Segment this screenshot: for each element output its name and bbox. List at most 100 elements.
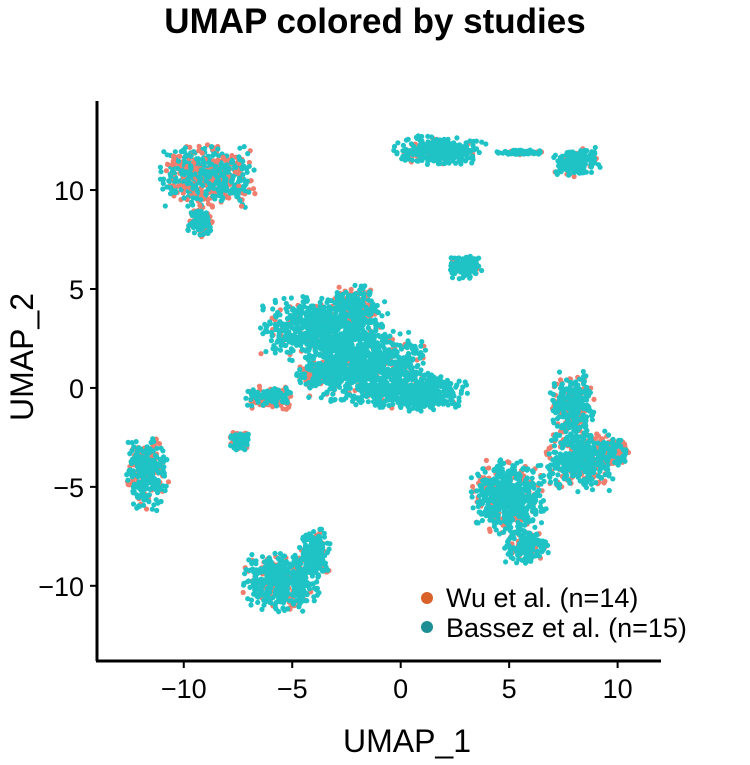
scatter-point-bassez <box>198 197 204 203</box>
scatter-point-bassez <box>285 304 291 310</box>
scatter-point-bassez <box>479 267 485 274</box>
scatter-point-wu <box>238 203 245 209</box>
scatter-point-wu <box>483 457 489 463</box>
scatter-point-bassez <box>419 339 425 345</box>
scatter-point-bassez <box>408 141 414 147</box>
scatter-point-bassez <box>453 160 459 166</box>
scatter-point-bassez <box>241 144 247 150</box>
scatter-point-bassez <box>246 163 252 169</box>
scatter-point-bassez <box>327 386 333 392</box>
scatter-point-bassez <box>521 149 527 155</box>
scatter-point-bassez <box>329 322 335 328</box>
scatter-point-bassez <box>564 151 570 158</box>
scatter-point-bassez <box>366 332 372 338</box>
scatter-point-bassez <box>281 295 287 302</box>
scatter-point-bassez <box>210 168 216 174</box>
scatter-point-wu <box>486 526 493 532</box>
scatter-point-bassez <box>358 384 364 390</box>
scatter-point-bassez <box>220 195 226 201</box>
scatter-point-bassez <box>382 299 388 305</box>
scatter-point-bassez <box>229 157 235 163</box>
scatter-point-bassez <box>346 341 352 347</box>
scatter-point-bassez <box>306 394 312 400</box>
scatter-point-bassez <box>387 395 393 401</box>
scatter-point-bassez <box>364 348 370 354</box>
scatter-point-bassez <box>581 170 587 176</box>
scatter-point-bassez <box>346 352 352 358</box>
scatter-point-bassez <box>441 388 447 394</box>
scatter-point-bassez <box>431 376 437 382</box>
scatter-point-bassez <box>408 397 414 403</box>
scatter-point-bassez <box>269 333 275 339</box>
scatter-point-bassez <box>203 191 209 197</box>
scatter-point-bassez <box>365 325 371 331</box>
scatter-point-bassez <box>246 189 252 195</box>
scatter-point-bassez <box>462 379 468 385</box>
scatter-point-bassez <box>396 358 402 364</box>
scatter-point-bassez <box>273 346 279 352</box>
scatter-point-bassez <box>371 352 377 358</box>
scatter-point-bassez <box>270 306 276 312</box>
scatter-point-wu <box>220 154 226 160</box>
scatter-point-bassez <box>345 376 351 382</box>
scatter-point-bassez <box>191 149 197 155</box>
scatter-point-bassez <box>293 329 299 335</box>
scatter-point-bassez <box>210 153 216 159</box>
scatter-point-bassez <box>430 394 436 400</box>
scatter-point-bassez <box>359 334 365 340</box>
scatter-point-bassez <box>426 400 432 407</box>
scatter-point-bassez <box>403 375 409 381</box>
scatter-point-wu <box>601 480 607 486</box>
scatter-point-bassez <box>379 324 385 330</box>
scatter-point-bassez <box>351 393 357 399</box>
scatter-point-bassez <box>196 174 202 180</box>
scatter-point-bassez <box>400 148 406 154</box>
scatter-point-bassez <box>310 321 316 327</box>
scatter-point-bassez <box>350 336 356 342</box>
scatter-point-bassez <box>390 351 396 357</box>
scatter-point-bassez <box>284 309 290 315</box>
scatter-point-wu <box>198 193 204 199</box>
scatter-point-bassez <box>200 231 206 237</box>
scatter-point-bassez <box>465 257 471 263</box>
scatter-point-wu <box>595 433 601 439</box>
scatter-point-bassez <box>458 161 464 167</box>
scatter-point-bassez <box>309 332 316 338</box>
scatter-point-bassez <box>194 188 200 194</box>
scatter-point-bassez <box>240 158 246 164</box>
scatter-point-bassez <box>397 403 403 409</box>
scatter-point-bassez <box>434 383 440 389</box>
scatter-point-wu <box>209 219 215 225</box>
scatter-point-bassez <box>556 163 562 169</box>
scatter-point-bassez <box>201 162 207 168</box>
scatter-point-bassez <box>410 350 416 356</box>
scatter-point-bassez <box>386 387 393 393</box>
scatter-point-wu <box>197 202 203 209</box>
scatter-point-bassez <box>365 399 371 405</box>
scatter-point-bassez <box>188 221 194 227</box>
scatter-point-bassez <box>223 164 229 170</box>
scatter-point-bassez <box>185 152 191 158</box>
scatter-point-bassez <box>307 354 313 360</box>
scatter-point-bassez <box>326 341 332 347</box>
scatter-point-bassez <box>173 189 179 195</box>
scatter-point-bassez <box>352 358 358 364</box>
scatter-point-bassez <box>466 155 472 161</box>
scatter-point-bassez <box>200 219 206 225</box>
scatter-point-bassez <box>240 172 246 178</box>
scatter-point-bassez <box>263 349 269 355</box>
scatter-point-bassez <box>362 373 368 379</box>
scatter-point-bassez <box>317 345 323 351</box>
scatter-point-bassez <box>279 340 285 346</box>
scatter-point-bassez <box>420 375 427 381</box>
scatter-point-bassez <box>303 348 309 354</box>
scatter-point-bassez <box>162 203 168 209</box>
scatter-point-bassez <box>382 376 388 382</box>
scatter-point-bassez <box>236 175 243 181</box>
scatter-point-bassez <box>387 333 393 339</box>
scatter-point-bassez <box>405 136 411 142</box>
scatter-point-bassez <box>185 227 191 233</box>
scatter-point-wu <box>286 404 292 410</box>
scatter-point-bassez <box>386 372 392 378</box>
scatter-point-bassez <box>453 147 459 153</box>
